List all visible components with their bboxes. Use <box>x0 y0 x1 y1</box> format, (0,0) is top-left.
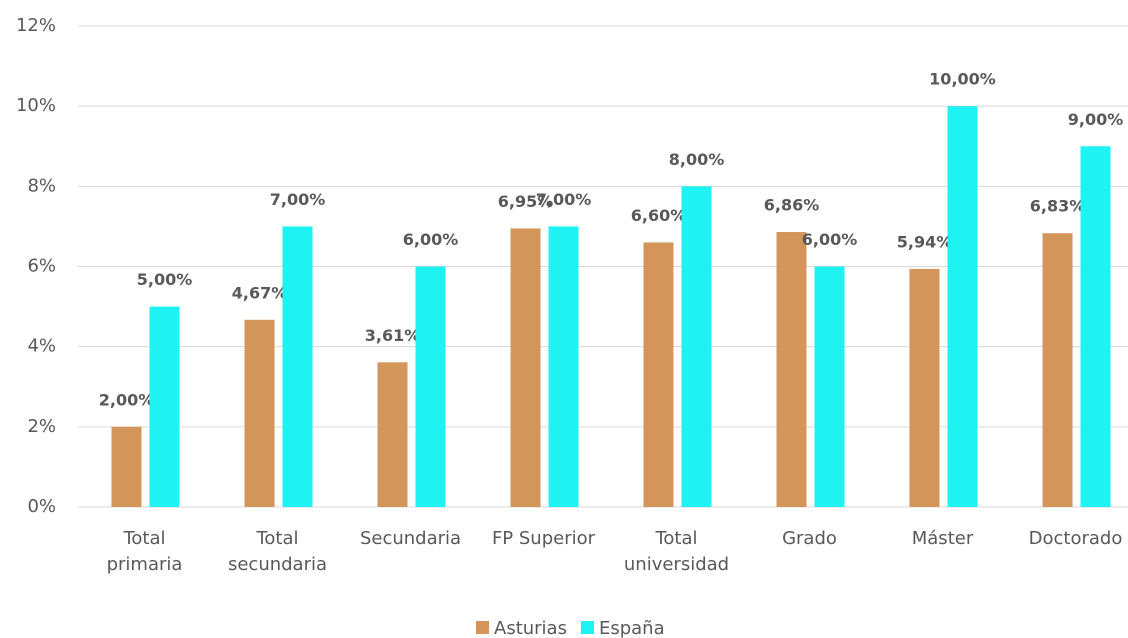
y-tick-label: 0% <box>27 496 56 517</box>
bar <box>244 319 275 507</box>
value-label: 10,00% <box>929 70 996 89</box>
bar <box>510 228 541 507</box>
bar <box>415 266 446 507</box>
legend-swatch <box>580 621 594 634</box>
bar <box>1080 146 1111 507</box>
x-tick-label: Total primaria <box>106 528 183 575</box>
x-tick-label: FP Superior <box>491 528 596 549</box>
bar <box>909 268 940 507</box>
legend-label: Asturias <box>494 618 567 638</box>
value-label: 4,67% <box>232 283 288 302</box>
value-label: 7,00% <box>270 190 326 209</box>
bar <box>776 232 807 508</box>
bar <box>377 362 408 507</box>
value-label: 9,00% <box>1068 110 1124 129</box>
x-tick-label: Total universidad <box>623 528 730 575</box>
y-tick-label: 10% <box>16 95 56 116</box>
value-label: 3,61% <box>365 326 421 345</box>
bar <box>111 426 142 507</box>
value-label: 6,86% <box>764 196 820 215</box>
value-label: 8,00% <box>669 150 725 169</box>
x-tick-label: Total secundaria <box>227 528 328 575</box>
y-tick-label: 2% <box>27 416 56 437</box>
x-tick-label: Doctorado <box>1028 528 1123 549</box>
value-label: 6,00% <box>802 230 858 249</box>
y-tick-label: 8% <box>27 175 56 196</box>
y-tick-label: 6% <box>27 256 56 277</box>
y-tick-label: 12% <box>16 15 56 36</box>
value-label: 6,00% <box>403 230 459 249</box>
x-tick-label: Grado <box>782 528 837 549</box>
value-label: 6,95% <box>498 192 554 211</box>
bar <box>149 306 180 507</box>
bar <box>1042 233 1073 507</box>
bar <box>643 242 674 507</box>
value-label: 5,00% <box>137 270 193 289</box>
value-label: 2,00% <box>99 390 155 409</box>
bar <box>814 266 845 507</box>
x-tick-label: Secundaria <box>359 528 462 549</box>
legend-label: España <box>599 618 665 638</box>
x-tick-label: Máster <box>911 528 974 549</box>
y-tick-label: 4% <box>27 336 56 357</box>
bar <box>282 226 313 507</box>
value-label: 5,94% <box>897 232 953 251</box>
bar <box>548 226 579 507</box>
value-label: 6,60% <box>631 206 687 225</box>
value-label: 6,83% <box>1030 197 1086 216</box>
bar <box>681 186 712 508</box>
bar <box>947 106 978 508</box>
value-label: 7,00% <box>536 190 592 209</box>
legend-swatch <box>476 621 489 634</box>
